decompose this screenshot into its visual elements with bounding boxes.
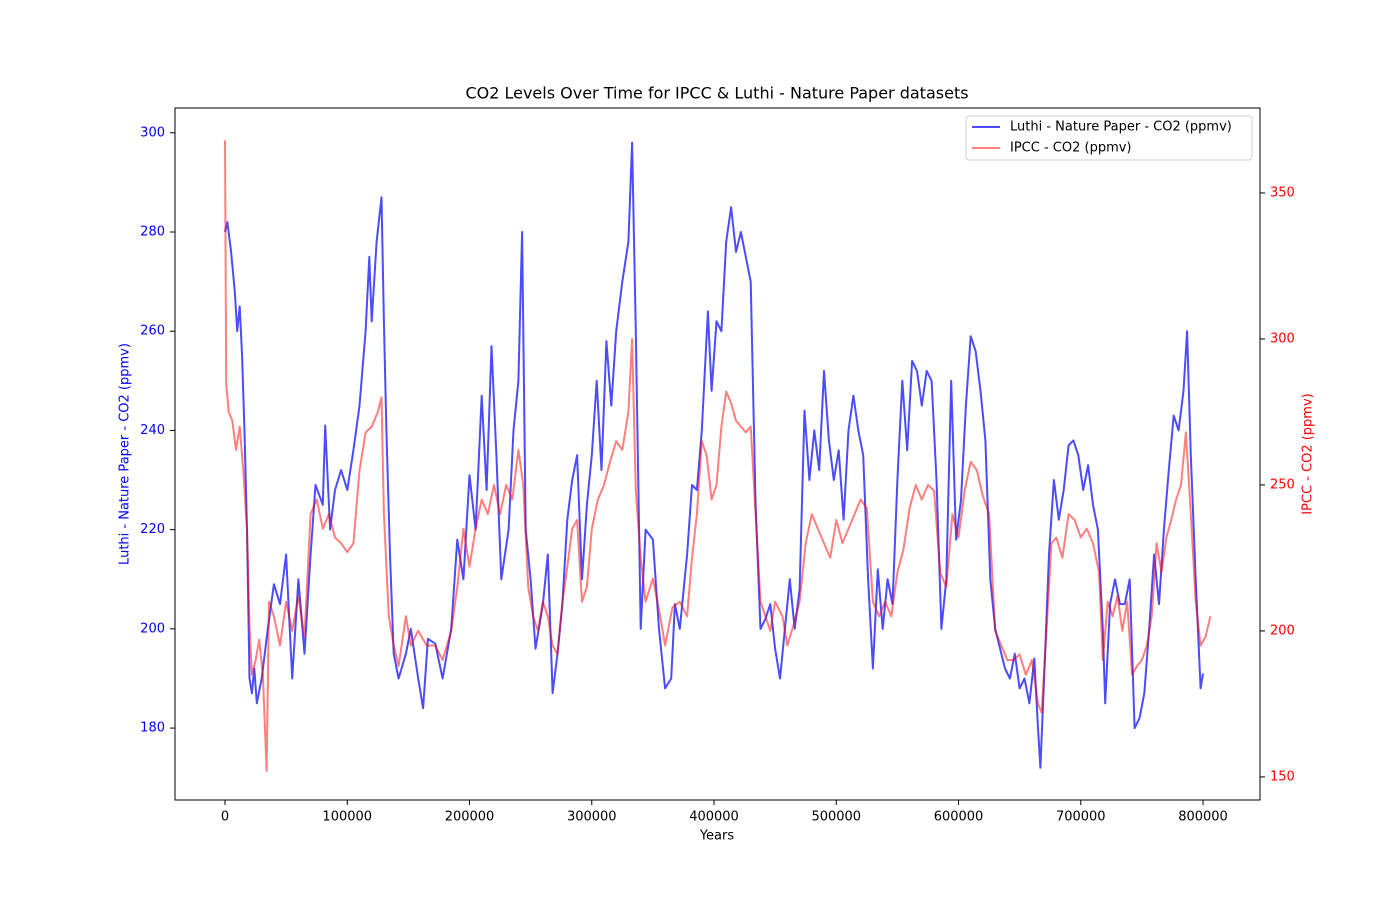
y-tick-label: 180 <box>140 721 165 736</box>
y-tick-label: 200 <box>140 621 165 636</box>
x-tick-label: 300000 <box>567 810 617 825</box>
data-line <box>224 141 1204 769</box>
x-tick-label: 0 <box>221 810 229 825</box>
y-tick-label: 260 <box>140 324 165 339</box>
legend-label: Luthi - Nature Paper - CO2 (ppmv) <box>1010 120 1232 135</box>
y2-tick-label: 200 <box>1270 623 1295 638</box>
legend-box <box>965 115 1253 161</box>
x-tick-label: 700000 <box>1056 810 1106 825</box>
y-tick-label: 220 <box>140 522 165 537</box>
x-tick-label: 400000 <box>689 810 739 825</box>
y2-tick-label: 350 <box>1270 185 1295 200</box>
y-tick-label: 240 <box>140 423 165 438</box>
x-tick-label: 100000 <box>322 810 372 825</box>
y2-axis-label: IPCC - CO2 (ppmv) <box>1301 393 1316 515</box>
y2-tick-label: 300 <box>1270 331 1295 346</box>
plot-frame <box>174 107 1261 801</box>
y-axis-label: Luthi - Nature Paper - CO2 (ppmv) <box>118 343 133 565</box>
y2-tick-label: 250 <box>1270 477 1295 492</box>
x-tick-label: 200000 <box>445 810 495 825</box>
data-line <box>224 140 1212 773</box>
y2-tick-label: 150 <box>1270 769 1295 784</box>
y-tick-label: 280 <box>140 225 165 240</box>
legend-label: IPCC - CO2 (ppmv) <box>1010 141 1132 156</box>
x-tick-label: 500000 <box>811 810 861 825</box>
x-axis-label: Years <box>699 829 735 844</box>
x-tick-label: 800000 <box>1178 810 1228 825</box>
x-tick-label: 600000 <box>934 810 984 825</box>
y-tick-label: 300 <box>140 125 165 140</box>
chart-title: CO2 Levels Over Time for IPCC & Luthi - … <box>465 84 968 103</box>
